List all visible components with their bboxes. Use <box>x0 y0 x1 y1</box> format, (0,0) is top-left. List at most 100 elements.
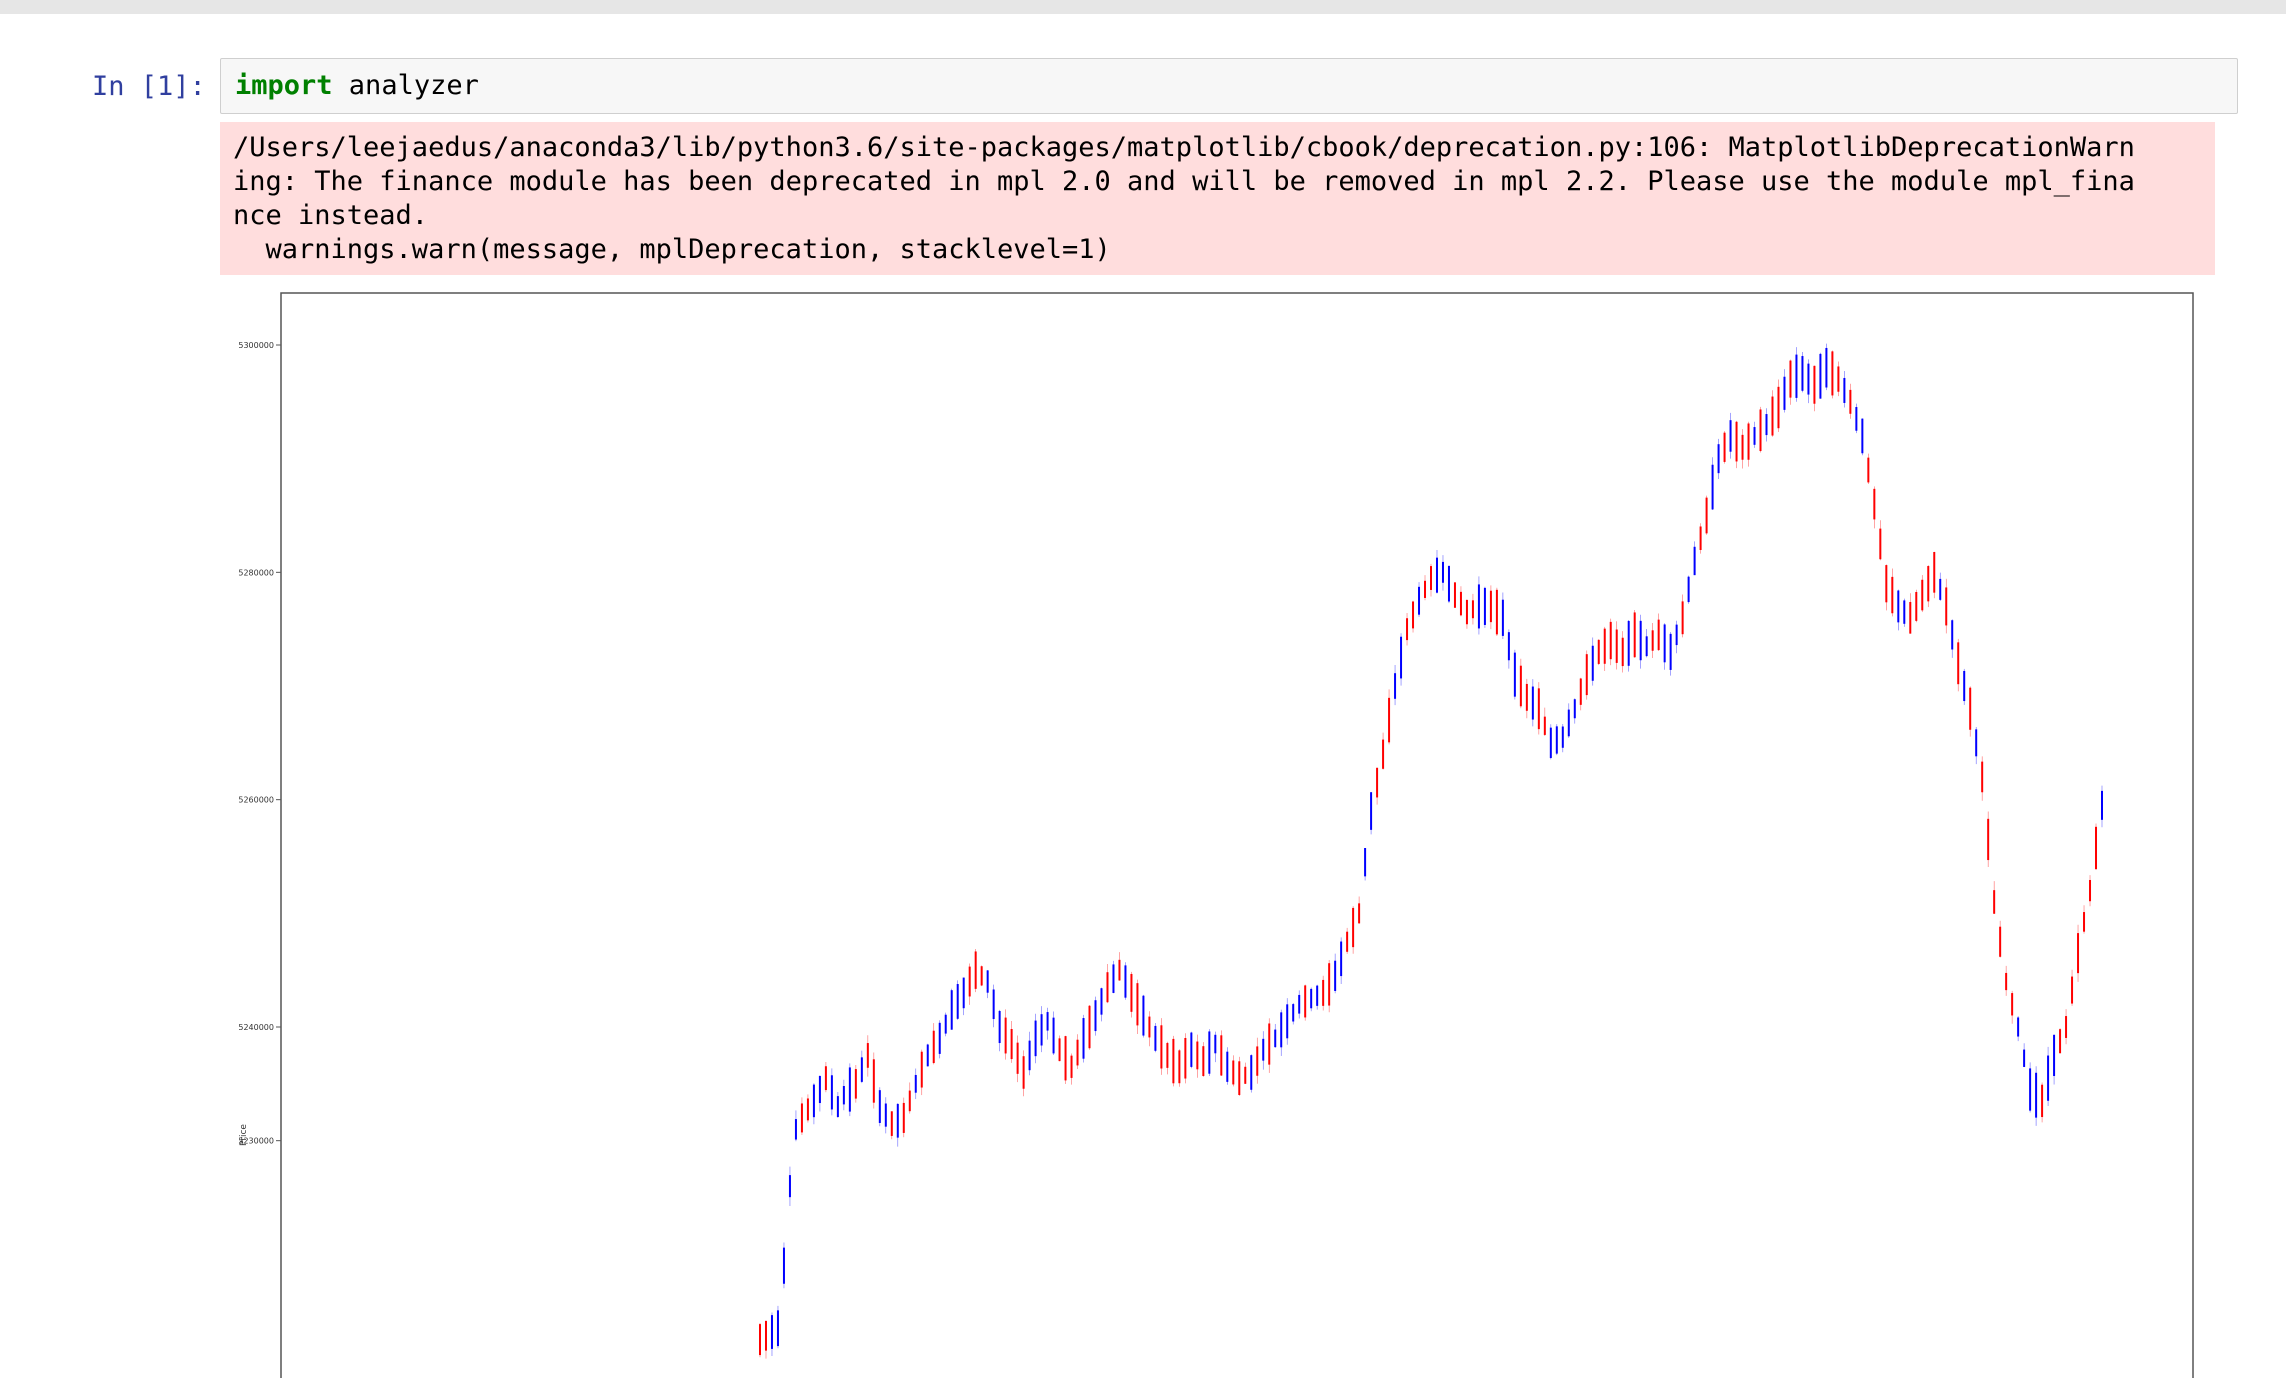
candle-body <box>2089 879 2092 902</box>
candle-body <box>1016 1042 1019 1074</box>
candle-body <box>1268 1023 1271 1065</box>
candle-body <box>1591 645 1594 681</box>
candle-body <box>1226 1051 1229 1082</box>
candle-body <box>1801 356 1804 391</box>
candle-body <box>1861 418 1864 454</box>
candle-body <box>1172 1038 1175 1084</box>
candle-body <box>890 1111 893 1136</box>
candle-body <box>1735 421 1738 462</box>
candle-body <box>1244 1066 1247 1084</box>
candle-body <box>788 1175 791 1198</box>
candle-body <box>1957 642 1960 685</box>
candle-body <box>1705 497 1708 534</box>
candle-body <box>1106 972 1109 1003</box>
candle-body <box>1046 1012 1049 1031</box>
candle-body <box>1573 699 1576 719</box>
candle-body <box>2023 1049 2026 1067</box>
candle-body <box>1645 636 1648 657</box>
candle-body <box>824 1066 827 1091</box>
candle-body <box>1843 377 1846 403</box>
candle-body <box>1879 528 1882 560</box>
candle-body <box>1933 552 1936 593</box>
candle-body <box>1430 566 1432 590</box>
code-cell-input[interactable]: import analyzer <box>220 58 2238 114</box>
candle-body <box>1999 926 2002 957</box>
candle-body <box>1615 629 1618 663</box>
candle-body <box>1507 632 1510 661</box>
candle-body <box>1849 389 1852 414</box>
candle-body <box>1376 767 1379 798</box>
candle-body <box>1052 1017 1055 1054</box>
candle-body <box>1597 639 1600 664</box>
candle-body <box>878 1090 881 1123</box>
candle-body <box>1537 688 1540 730</box>
candle-body <box>1238 1061 1241 1096</box>
candle-body <box>1819 353 1822 399</box>
candle-body <box>1495 589 1498 635</box>
candle-body <box>1441 561 1444 583</box>
candle-body <box>1370 792 1373 830</box>
candle-body <box>1298 994 1301 1014</box>
candle-body <box>1465 599 1468 625</box>
candle-body <box>1651 630 1654 651</box>
candle-body <box>1364 848 1367 877</box>
candle-body <box>1939 578 1942 600</box>
y-tick-label: 5300000 <box>238 341 274 350</box>
candle-body <box>1993 890 1996 914</box>
candle-body <box>968 966 971 997</box>
candle-body <box>842 1085 845 1105</box>
candle-body <box>1885 565 1888 603</box>
candle-body <box>1447 565 1450 602</box>
candle-body <box>1951 620 1954 650</box>
candle-body <box>818 1075 821 1104</box>
code-keyword: import <box>235 70 333 101</box>
candle-body <box>1010 1029 1013 1060</box>
candle-body <box>1891 576 1894 614</box>
candle-body <box>1406 618 1409 641</box>
candle-body <box>1669 633 1672 670</box>
candle-body <box>866 1043 869 1068</box>
candle-body <box>1945 587 1948 626</box>
candle-body <box>872 1059 875 1103</box>
candle-body <box>1028 1040 1031 1071</box>
candle-body <box>1124 965 1127 998</box>
chart-output: 5230000 5240000 5260000 5280000 5300000 Pric… <box>220 290 2220 1382</box>
candle-body <box>1723 432 1726 462</box>
candle-body <box>1094 1000 1097 1032</box>
candle-body <box>902 1102 905 1133</box>
candle-body <box>1340 941 1343 977</box>
candle-body <box>1543 716 1546 735</box>
candle-body <box>1549 727 1552 759</box>
candle-body <box>1501 599 1504 636</box>
candle-body <box>1753 427 1756 445</box>
stderr-output: /Users/leejaedus/anaconda3/lib/python3.6… <box>220 122 2215 275</box>
y-tick-label: 5260000 <box>238 796 274 805</box>
candle-body <box>1220 1035 1223 1076</box>
candle-body <box>1693 546 1696 576</box>
candle-body <box>1765 414 1768 436</box>
candle-body <box>1975 729 1978 757</box>
candle-body <box>1489 590 1492 623</box>
candle-body <box>1076 1039 1079 1066</box>
candle-body <box>1190 1032 1193 1067</box>
candle-body <box>1148 1016 1151 1038</box>
code-text: analyzer <box>332 70 479 101</box>
candle-body <box>1915 591 1918 621</box>
candle-body <box>1382 739 1385 769</box>
candle-body <box>1070 1055 1073 1078</box>
candle-body <box>1286 1004 1289 1039</box>
candle-body <box>1603 628 1606 664</box>
candle-body <box>812 1084 815 1118</box>
candle-body <box>848 1067 851 1112</box>
candle-body <box>1729 420 1732 452</box>
candle-body <box>1112 964 1115 993</box>
candle-body <box>992 989 995 1020</box>
candle-body <box>2095 826 2098 870</box>
candle-body <box>1058 1038 1061 1062</box>
candle-body <box>1136 983 1139 1026</box>
candle-body <box>1621 637 1624 667</box>
candle-body <box>1807 363 1810 395</box>
candle-body <box>1519 665 1522 707</box>
candle-body <box>1855 407 1858 431</box>
candle-body <box>2071 976 2074 1004</box>
